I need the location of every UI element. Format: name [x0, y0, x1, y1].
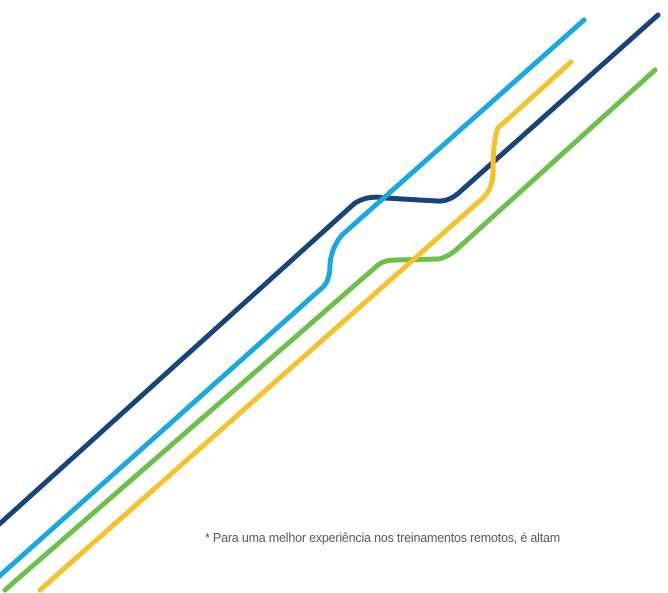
decorative-line-green — [2, 67, 658, 593]
decorative-line-yellow — [37, 59, 574, 593]
decorative-line-cyan — [0, 17, 587, 579]
footnote-text: * Para uma melhor experiência nos treina… — [205, 531, 560, 545]
decorative-line-navy — [0, 12, 661, 527]
